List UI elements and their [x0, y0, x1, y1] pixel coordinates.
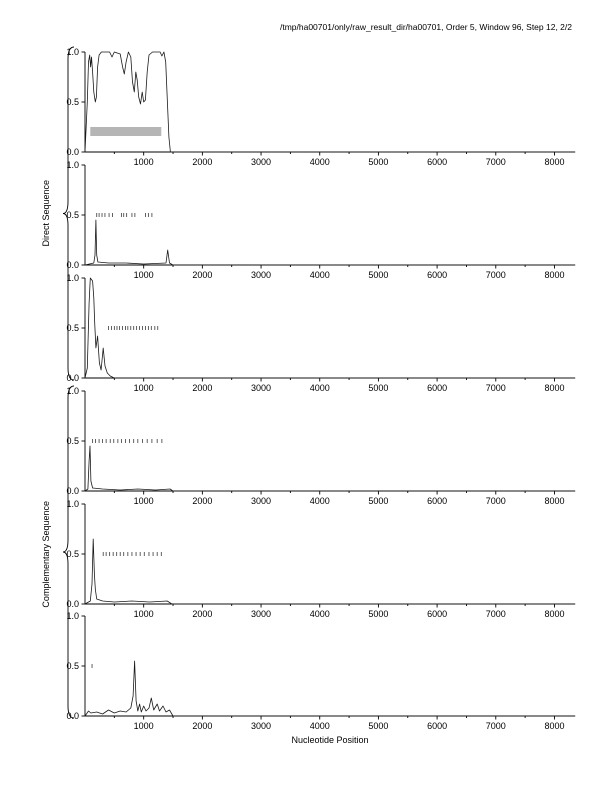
x-tick-label: 3000	[251, 383, 271, 393]
probability-curve	[84, 538, 576, 605]
coding-region-bar	[90, 127, 162, 136]
x-tick-label: 8000	[544, 721, 564, 731]
y-tick-label: 1.0	[66, 273, 79, 283]
panel-axes	[84, 165, 575, 266]
x-tick-label: 1000	[134, 270, 154, 280]
x-tick-label: 6000	[427, 157, 447, 167]
x-tick-label: 8000	[544, 270, 564, 280]
x-tick-label: 5000	[368, 609, 388, 619]
y-tick-label: 0.0	[66, 599, 79, 609]
y-tick-label: 1.0	[66, 160, 79, 170]
y-tick-label: 0.0	[66, 486, 79, 496]
y-tick-label: 0.0	[66, 373, 79, 383]
panel-axes	[84, 504, 575, 605]
x-tick-label: 5000	[368, 270, 388, 280]
x-tick-label: 6000	[427, 496, 447, 506]
x-tick-label: 3000	[251, 270, 271, 280]
panel-direct-frame-1: 1000 2000 3000 4000 5000 6000 7000 8000 0.0 0.5 1.…	[66, 47, 576, 167]
x-tick-label: 1000	[134, 496, 154, 506]
x-tick-label: 8000	[544, 157, 564, 167]
y-tick-label: 1.0	[66, 611, 79, 621]
direct-group-brace	[62, 46, 75, 381]
x-tick-label: 5000	[368, 383, 388, 393]
x-tick-label: 8000	[544, 609, 564, 619]
y-tick-label: 1.0	[66, 386, 79, 396]
y-tick-label: 0.5	[66, 210, 79, 220]
x-tick-label: 7000	[486, 721, 506, 731]
x-tick-label: 4000	[310, 157, 330, 167]
x-tick-label: 4000	[310, 383, 330, 393]
x-tick-label: 4000	[310, 721, 330, 731]
x-tick-label: 7000	[486, 609, 506, 619]
y-tick-label: 1.0	[66, 47, 79, 57]
panel-direct-frame-3: 1000 2000 3000 4000 5000 6000 7000 8000 0.0 0.5 1.…	[66, 273, 576, 393]
x-tick-label: 6000	[427, 609, 447, 619]
x-tick-label: 8000	[544, 383, 564, 393]
x-tick-label: 1000	[134, 383, 154, 393]
x-tick-label: 4000	[310, 496, 330, 506]
x-tick-label: 7000	[486, 383, 506, 393]
x-tick-label: 2000	[192, 157, 212, 167]
x-tick-label: 1000	[134, 609, 154, 619]
x-tick-label: 5000	[368, 157, 388, 167]
panel-axes	[84, 278, 575, 379]
probability-curve	[84, 51, 576, 153]
y-tick-label: 0.5	[66, 436, 79, 446]
x-tick-label: 1000	[134, 157, 154, 167]
y-tick-label: 0.0	[66, 711, 79, 721]
x-tick-label: 8000	[544, 496, 564, 506]
x-tick-label: 3000	[251, 609, 271, 619]
x-tick-label: 7000	[486, 496, 506, 506]
x-tick-label: 3000	[251, 157, 271, 167]
x-tick-label: 2000	[192, 383, 212, 393]
panel-complementary-frame-1: 1000 2000 3000 4000 5000 6000 7000 8000 0.0 0.5 1.…	[66, 386, 576, 506]
panel-axes	[84, 616, 575, 717]
chart-title: /tmp/ha00701/only/raw_result_dir/ha00701…	[279, 22, 572, 32]
x-tick-label: 2000	[192, 721, 212, 731]
x-tick-label: 6000	[427, 721, 447, 731]
x-tick-label: 2000	[192, 496, 212, 506]
complementary-group-brace	[62, 385, 75, 719]
x-tick-label: 2000	[192, 270, 212, 280]
x-axis-title: Nucleotide Position	[291, 735, 369, 745]
probability-curve	[84, 277, 576, 379]
y-tick-label: 0.5	[66, 661, 79, 671]
x-tick-label: 4000	[310, 270, 330, 280]
probability-curve	[84, 660, 576, 717]
panel-axes	[84, 52, 575, 153]
y-tick-label: 0.5	[66, 323, 79, 333]
x-tick-label: 5000	[368, 721, 388, 731]
x-tick-label: 1000	[134, 721, 154, 731]
x-tick-label: 4000	[310, 609, 330, 619]
panel-axes	[84, 391, 575, 492]
panel-complementary-frame-3: 1000 2000 3000 4000 5000 6000 7000 8000 0.0 0.5 1.…	[66, 611, 576, 731]
panel-direct-frame-2: 1000 2000 3000 4000 5000 6000 7000 8000 0.0 0.5 1.…	[66, 160, 576, 280]
x-tick-label: 3000	[251, 496, 271, 506]
probability-curve	[84, 219, 576, 266]
x-tick-label: 2000	[192, 609, 212, 619]
y-tick-label: 0.5	[66, 549, 79, 559]
y-tick-label: 0.0	[66, 147, 79, 157]
probability-curve	[84, 445, 576, 492]
x-tick-label: 6000	[427, 270, 447, 280]
x-tick-label: 6000	[427, 383, 447, 393]
x-tick-label: 7000	[486, 157, 506, 167]
y-tick-label: 0.5	[66, 97, 79, 107]
y-tick-label: 1.0	[66, 499, 79, 509]
x-tick-label: 5000	[368, 496, 388, 506]
x-tick-label: 3000	[251, 721, 271, 731]
panel-complementary-frame-2: 1000 2000 3000 4000 5000 6000 7000 8000 0.0 0.5 1.…	[66, 499, 576, 619]
x-tick-label: 7000	[486, 270, 506, 280]
y-tick-label: 0.0	[66, 260, 79, 270]
